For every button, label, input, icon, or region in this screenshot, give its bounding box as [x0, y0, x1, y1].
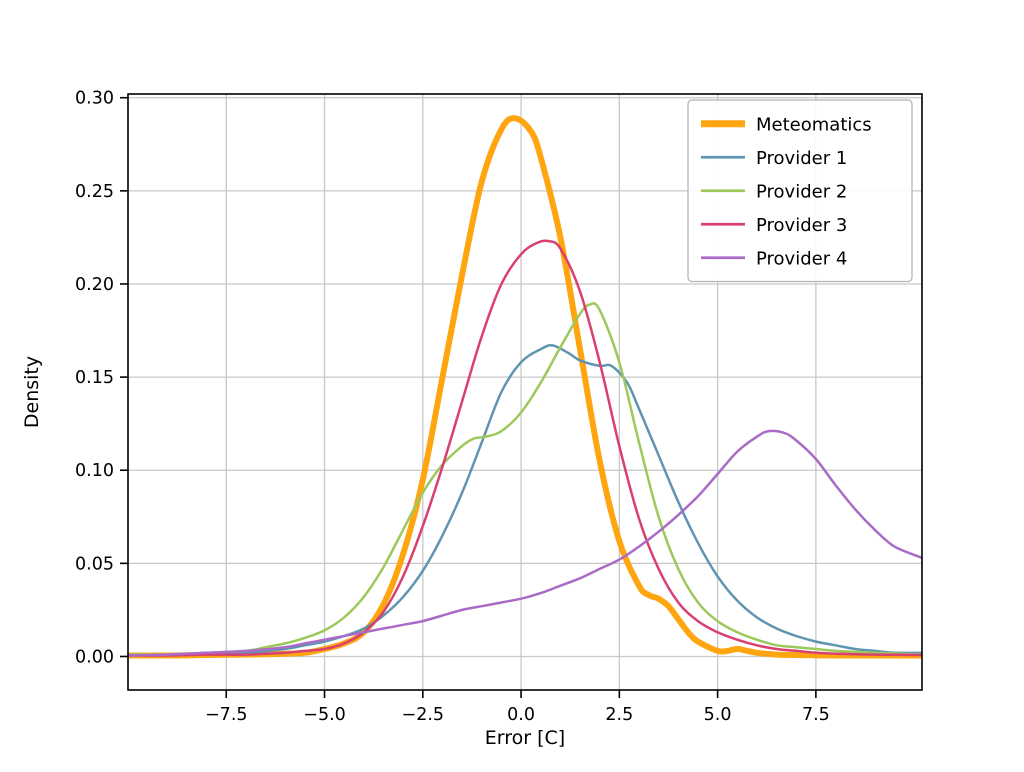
legend: Meteomatics Provider 1 Provider 2 Provider … [687, 99, 913, 283]
axes [120, 93, 923, 698]
legend-label: Meteomatics [756, 114, 872, 135]
series-lines [128, 115, 922, 659]
legend-label: Provider 1 [756, 148, 847, 169]
x-tick-label: −7.5 [205, 705, 248, 725]
legend-box [687, 99, 913, 283]
x-axis-label: Error [C] [485, 727, 565, 749]
x-tick-label: 0.0 [507, 705, 535, 725]
legend-label: Provider 3 [756, 215, 847, 236]
x-tick-label: −5.0 [303, 705, 346, 725]
legend-label: Provider 2 [756, 181, 847, 202]
x-tick-label: 7.5 [802, 705, 830, 725]
x-tick-label: 2.5 [605, 705, 633, 725]
y-tick-label: 0.05 [75, 554, 114, 574]
y-tick-label: 0.10 [75, 461, 114, 481]
series-line-provider-2 [128, 302, 922, 656]
legend-label: Provider 4 [756, 248, 847, 269]
y-tick-label: 0.20 [75, 275, 114, 295]
series-line-provider-3 [128, 239, 922, 657]
x-tick-label: 5.0 [704, 705, 732, 725]
tick-labels: −7.5 −5.0 −2.5 0.0 2.5 5.0 7.5 0.00 0.05 0.10 0.15… [75, 89, 830, 725]
y-axis-label: Density [21, 356, 43, 428]
y-tick-label: 0.15 [75, 368, 114, 388]
x-tick-label: −2.5 [402, 705, 445, 725]
y-tick-label: 0.25 [75, 182, 114, 202]
series-line-provider-1 [128, 344, 922, 656]
series-line-provider-4 [128, 429, 922, 657]
y-tick-label: 0.00 [75, 647, 114, 667]
plot-border [127, 93, 923, 691]
y-tick-label: 0.30 [75, 89, 114, 109]
